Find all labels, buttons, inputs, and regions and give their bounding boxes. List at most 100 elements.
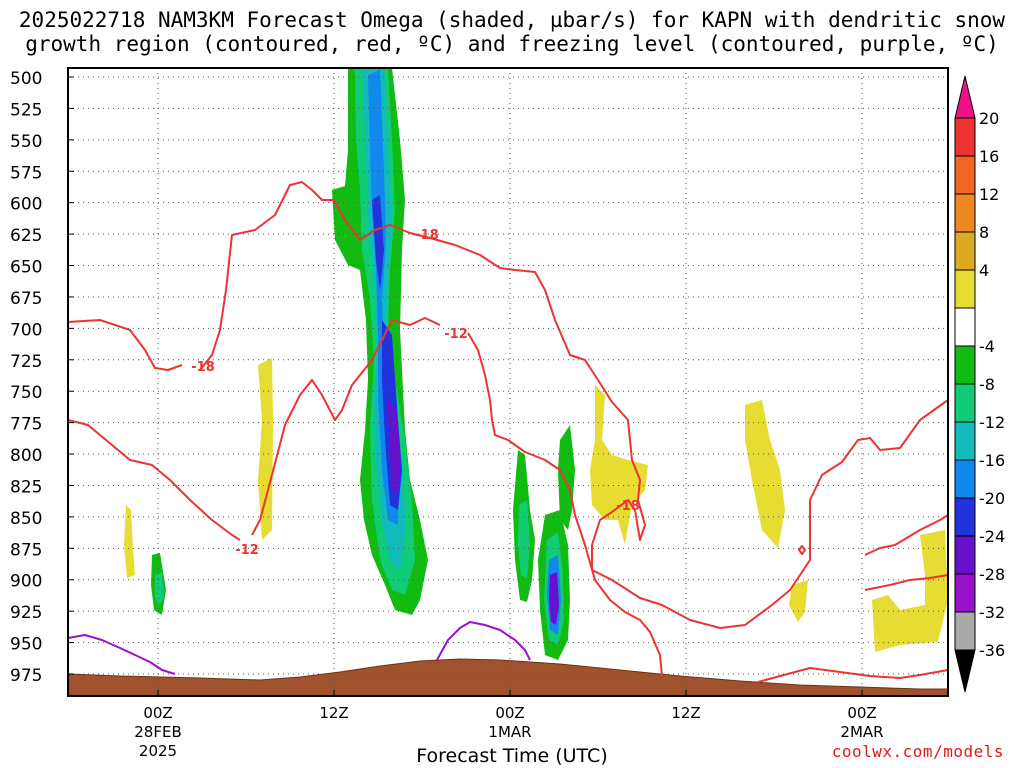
colorbar-label: -8 xyxy=(979,375,995,394)
omega-shading xyxy=(67,68,949,697)
y-tick-label: 975 xyxy=(10,666,42,686)
y-tick-label: 725 xyxy=(10,352,42,372)
omega-positive-area xyxy=(872,530,948,652)
y-tick-label: 850 xyxy=(10,509,42,529)
colorbar-segment xyxy=(954,383,976,423)
omega-negative-area xyxy=(518,500,530,578)
y-tick-label: 900 xyxy=(10,572,42,592)
omega-positive-area xyxy=(745,400,785,548)
x-tick-label: 2025 xyxy=(139,742,177,760)
freezing-level-contour xyxy=(436,621,531,661)
colorbar-label: -20 xyxy=(979,489,1005,508)
colorbar-segment xyxy=(954,117,976,157)
y-tick-label: 600 xyxy=(10,195,42,215)
colorbar-label: 20 xyxy=(979,109,999,128)
colorbar-segment xyxy=(954,535,976,575)
credit-link[interactable]: coolwx.com/models xyxy=(831,742,1004,761)
colorbar-label: 8 xyxy=(979,223,989,242)
dgz-contour xyxy=(864,514,949,556)
y-tick-label: 525 xyxy=(10,100,42,120)
dgz-contour-label: -12 xyxy=(444,327,468,342)
omega-negative-area xyxy=(155,572,164,606)
colorbar-segment xyxy=(954,573,976,613)
contour-labels: -18 -12 -18 -12 -18 xyxy=(191,228,640,558)
colorbar-label: -36 xyxy=(979,641,1005,660)
colorbar-segment xyxy=(954,269,976,309)
plot-frame xyxy=(67,67,949,697)
chart-title-line-2: growth region (contoured, red, ºC) and f… xyxy=(25,32,999,56)
y-tick-label: 800 xyxy=(10,446,42,466)
dgz-contour xyxy=(251,317,441,536)
colorbar-label: -24 xyxy=(979,527,1005,546)
colorbar-label: 4 xyxy=(979,261,989,280)
colorbar-label: -4 xyxy=(979,337,995,356)
y-tick-label: 550 xyxy=(10,132,42,152)
dgz-contour-label: -18 xyxy=(616,499,640,514)
colorbar-segment xyxy=(954,193,976,233)
contour-lines xyxy=(67,181,949,683)
colorbar-label: -16 xyxy=(979,451,1005,470)
y-tick-label: 675 xyxy=(10,289,42,309)
colorbar-segment xyxy=(954,231,976,271)
omega-negative-area xyxy=(558,425,575,530)
y-tick-label: 925 xyxy=(10,603,42,623)
colorbar-segment xyxy=(954,155,976,195)
dgz-contour-label: -18 xyxy=(415,228,439,243)
omega-positive-area xyxy=(124,505,135,578)
dgz-contour xyxy=(67,319,183,371)
colorbar-segment xyxy=(954,611,976,651)
omega-negative-area xyxy=(549,572,559,625)
x-tick-label: 12Z xyxy=(671,704,700,722)
colorbar-segment xyxy=(954,345,976,385)
colorbar-label: -32 xyxy=(979,603,1005,622)
colorbar: 20 16 12 8 4 -4 -8 -12 -16 -20 -24 -28 -32 -36 xyxy=(954,75,1005,693)
dgz-contour xyxy=(798,545,806,555)
omega-negative-area xyxy=(388,400,400,495)
surface-terrain xyxy=(67,658,949,697)
chart-title-line-1: 2025022718 NAM3KM Forecast Omega (shaded… xyxy=(18,8,1006,32)
dgz-contour xyxy=(199,181,949,629)
y-tick-label: 625 xyxy=(10,226,42,246)
x-tick-label: 00Z xyxy=(495,704,524,722)
colorbar-segment xyxy=(954,497,976,537)
y-tick-label: 500 xyxy=(10,69,42,89)
omega-positive-area xyxy=(590,385,648,545)
colorbar-label: 12 xyxy=(979,185,999,204)
omega-positive-area xyxy=(258,358,273,540)
colorbar-label: -12 xyxy=(979,413,1005,432)
x-tick-label: 12Z xyxy=(319,704,348,722)
y-tick-label: 575 xyxy=(10,163,42,183)
y-tick-label: 700 xyxy=(10,320,42,340)
y-tick-label: 650 xyxy=(10,258,42,278)
colorbar-segment xyxy=(954,307,976,347)
x-axis-label: Forecast Time (UTC) xyxy=(416,745,608,767)
colorbar-top-arrow xyxy=(954,75,976,119)
x-tick-label: 00Z xyxy=(143,704,172,722)
y-tick-label: 825 xyxy=(10,477,42,497)
dgz-contour xyxy=(467,332,663,677)
y-tick-label: 750 xyxy=(10,383,42,403)
colorbar-segment xyxy=(954,421,976,461)
dgz-contour xyxy=(864,574,949,591)
dgz-contour xyxy=(67,419,241,541)
x-tick-label: 00Z xyxy=(847,704,876,722)
plot-border xyxy=(67,67,949,697)
colorbar-label: 16 xyxy=(979,147,999,166)
x-tick-label: 2MAR xyxy=(840,723,883,741)
dgz-contour-label: -18 xyxy=(191,360,215,375)
grid xyxy=(68,68,948,696)
x-tick-label: 28FEB xyxy=(134,723,181,741)
y-tick-label: 775 xyxy=(10,415,42,435)
dgz-contour xyxy=(757,667,949,683)
colorbar-segment xyxy=(954,459,976,499)
colorbar-bottom-arrow xyxy=(954,649,976,693)
dgz-contour-label: -12 xyxy=(235,543,259,558)
y-tick-label: 875 xyxy=(10,540,42,560)
colorbar-label: -28 xyxy=(979,565,1005,584)
y-axis: 500 525 550 575 600 625 650 675 700 725 750 775 800 8… xyxy=(10,69,74,686)
x-tick-label: 1MAR xyxy=(488,723,531,741)
y-tick-label: 950 xyxy=(10,635,42,655)
freezing-level-contour xyxy=(67,634,176,675)
